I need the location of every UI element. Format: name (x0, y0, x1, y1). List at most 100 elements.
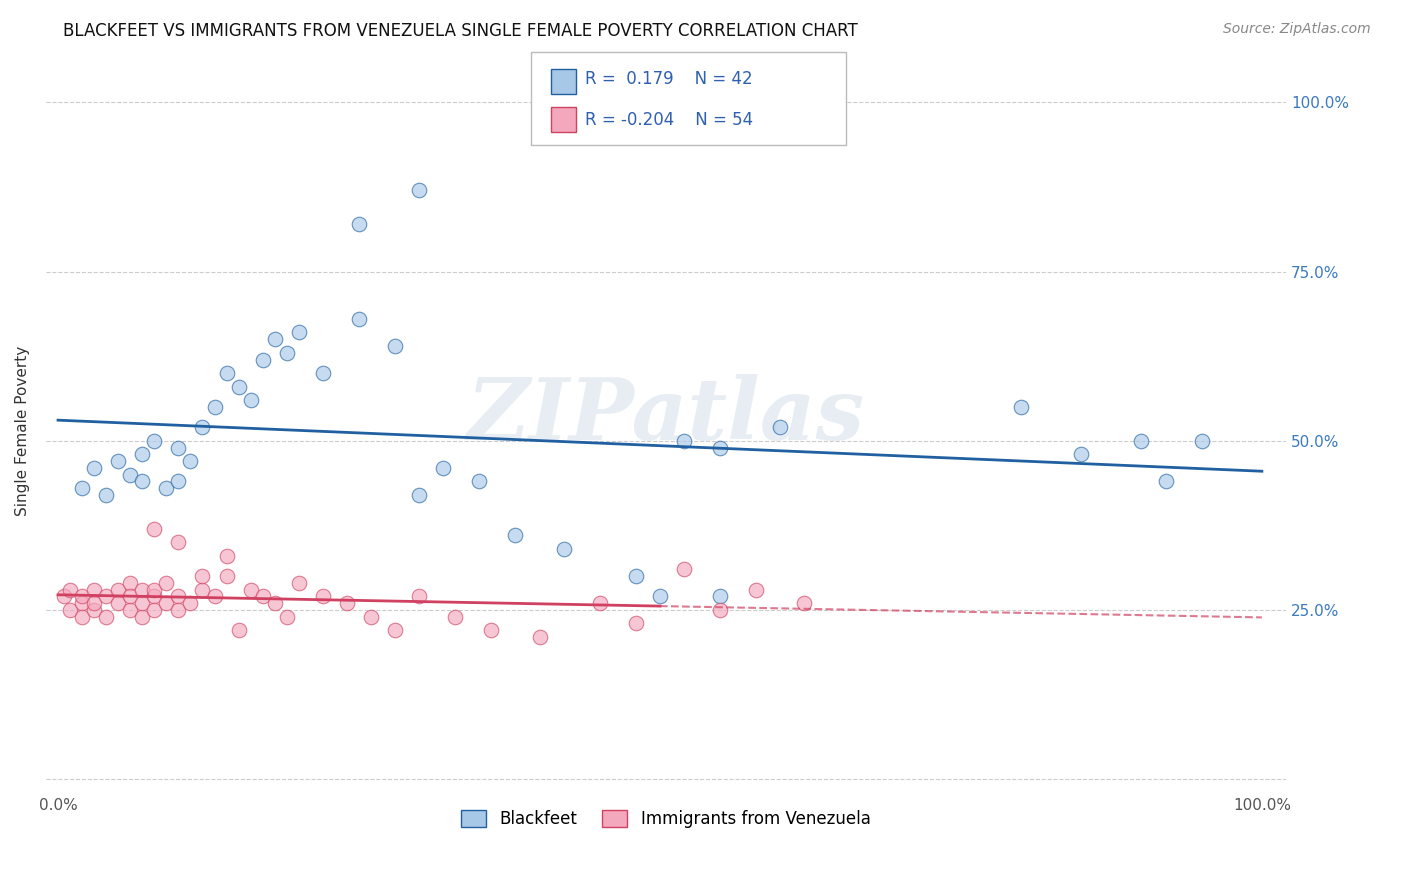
Point (167, 441, 190, 455)
Point (648, 590, 671, 604)
Point (360, 609, 382, 624)
Point (384, 339, 406, 353)
Point (83, 596, 105, 610)
Point (155, 481, 177, 495)
Point (408, 590, 430, 604)
Point (589, 596, 612, 610)
Point (468, 475, 491, 489)
Point (709, 590, 731, 604)
Legend: Blackfeet, Immigrants from Venezuela: Blackfeet, Immigrants from Venezuela (454, 804, 877, 835)
Point (204, 400, 226, 414)
Point (143, 603, 166, 617)
Point (624, 569, 647, 583)
Point (131, 475, 153, 489)
Text: Source: ZipAtlas.com: Source: ZipAtlas.com (1223, 22, 1371, 37)
Point (444, 609, 467, 624)
Point (167, 603, 190, 617)
Text: R = -0.204    N = 54: R = -0.204 N = 54 (585, 111, 754, 128)
Point (96, 590, 118, 604)
Point (1191, 434, 1213, 448)
Point (96, 488, 118, 502)
Point (263, 332, 285, 346)
Point (215, 549, 238, 563)
Point (408, 488, 430, 502)
Point (252, 352, 274, 367)
Point (155, 596, 177, 610)
Point (83, 582, 105, 597)
Point (167, 475, 190, 489)
Point (107, 454, 129, 468)
Point (408, 183, 430, 197)
Point (131, 609, 153, 624)
Point (745, 582, 768, 597)
Point (276, 609, 298, 624)
Point (70, 596, 93, 610)
Point (215, 366, 238, 380)
Point (276, 345, 298, 359)
Point (263, 596, 285, 610)
Point (131, 596, 153, 610)
Point (107, 596, 129, 610)
Point (709, 441, 731, 455)
Point (215, 569, 238, 583)
Point (1010, 400, 1032, 414)
Point (347, 312, 370, 326)
Point (179, 454, 201, 468)
Point (120, 603, 142, 617)
Point (288, 575, 311, 590)
Point (252, 590, 274, 604)
Point (624, 616, 647, 631)
Point (53, 590, 76, 604)
Point (505, 528, 527, 542)
Y-axis label: Single Female Poverty: Single Female Poverty (15, 345, 30, 516)
Text: R =  0.179    N = 42: R = 0.179 N = 42 (585, 70, 752, 88)
Point (228, 624, 250, 638)
Point (191, 420, 214, 434)
Point (70, 590, 93, 604)
Text: ZIPatlas: ZIPatlas (467, 375, 865, 458)
Point (191, 582, 214, 597)
Point (107, 582, 129, 597)
Point (167, 535, 190, 549)
Point (83, 460, 105, 475)
Point (347, 217, 370, 231)
Point (336, 596, 359, 610)
Text: BLACKFEET VS IMMIGRANTS FROM VENEZUELA SINGLE FEMALE POVERTY CORRELATION CHART: BLACKFEET VS IMMIGRANTS FROM VENEZUELA S… (63, 22, 858, 40)
Point (481, 624, 503, 638)
Point (529, 630, 551, 644)
Point (553, 541, 575, 556)
Point (709, 603, 731, 617)
Point (769, 420, 792, 434)
Point (155, 575, 177, 590)
Point (179, 596, 201, 610)
Point (673, 562, 696, 576)
Point (120, 590, 142, 604)
Point (120, 467, 142, 482)
Point (239, 393, 262, 408)
Point (312, 590, 335, 604)
Point (793, 596, 815, 610)
Point (1070, 447, 1092, 461)
Point (120, 575, 142, 590)
Point (143, 522, 166, 536)
Point (239, 582, 262, 597)
Point (204, 590, 226, 604)
Point (228, 379, 250, 393)
Point (59, 603, 82, 617)
Point (70, 481, 93, 495)
Point (432, 460, 454, 475)
Point (131, 582, 153, 597)
Point (167, 590, 190, 604)
Point (59, 582, 82, 597)
Point (143, 582, 166, 597)
Point (1130, 434, 1153, 448)
Point (70, 609, 93, 624)
Point (191, 569, 214, 583)
Point (96, 609, 118, 624)
Point (1154, 475, 1177, 489)
Point (143, 434, 166, 448)
Point (131, 447, 153, 461)
Point (673, 434, 696, 448)
Point (384, 624, 406, 638)
Point (288, 326, 311, 340)
